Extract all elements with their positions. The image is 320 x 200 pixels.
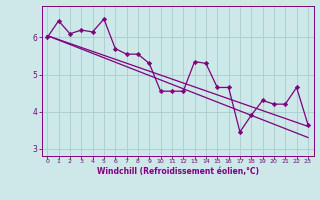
- X-axis label: Windchill (Refroidissement éolien,°C): Windchill (Refroidissement éolien,°C): [97, 167, 259, 176]
